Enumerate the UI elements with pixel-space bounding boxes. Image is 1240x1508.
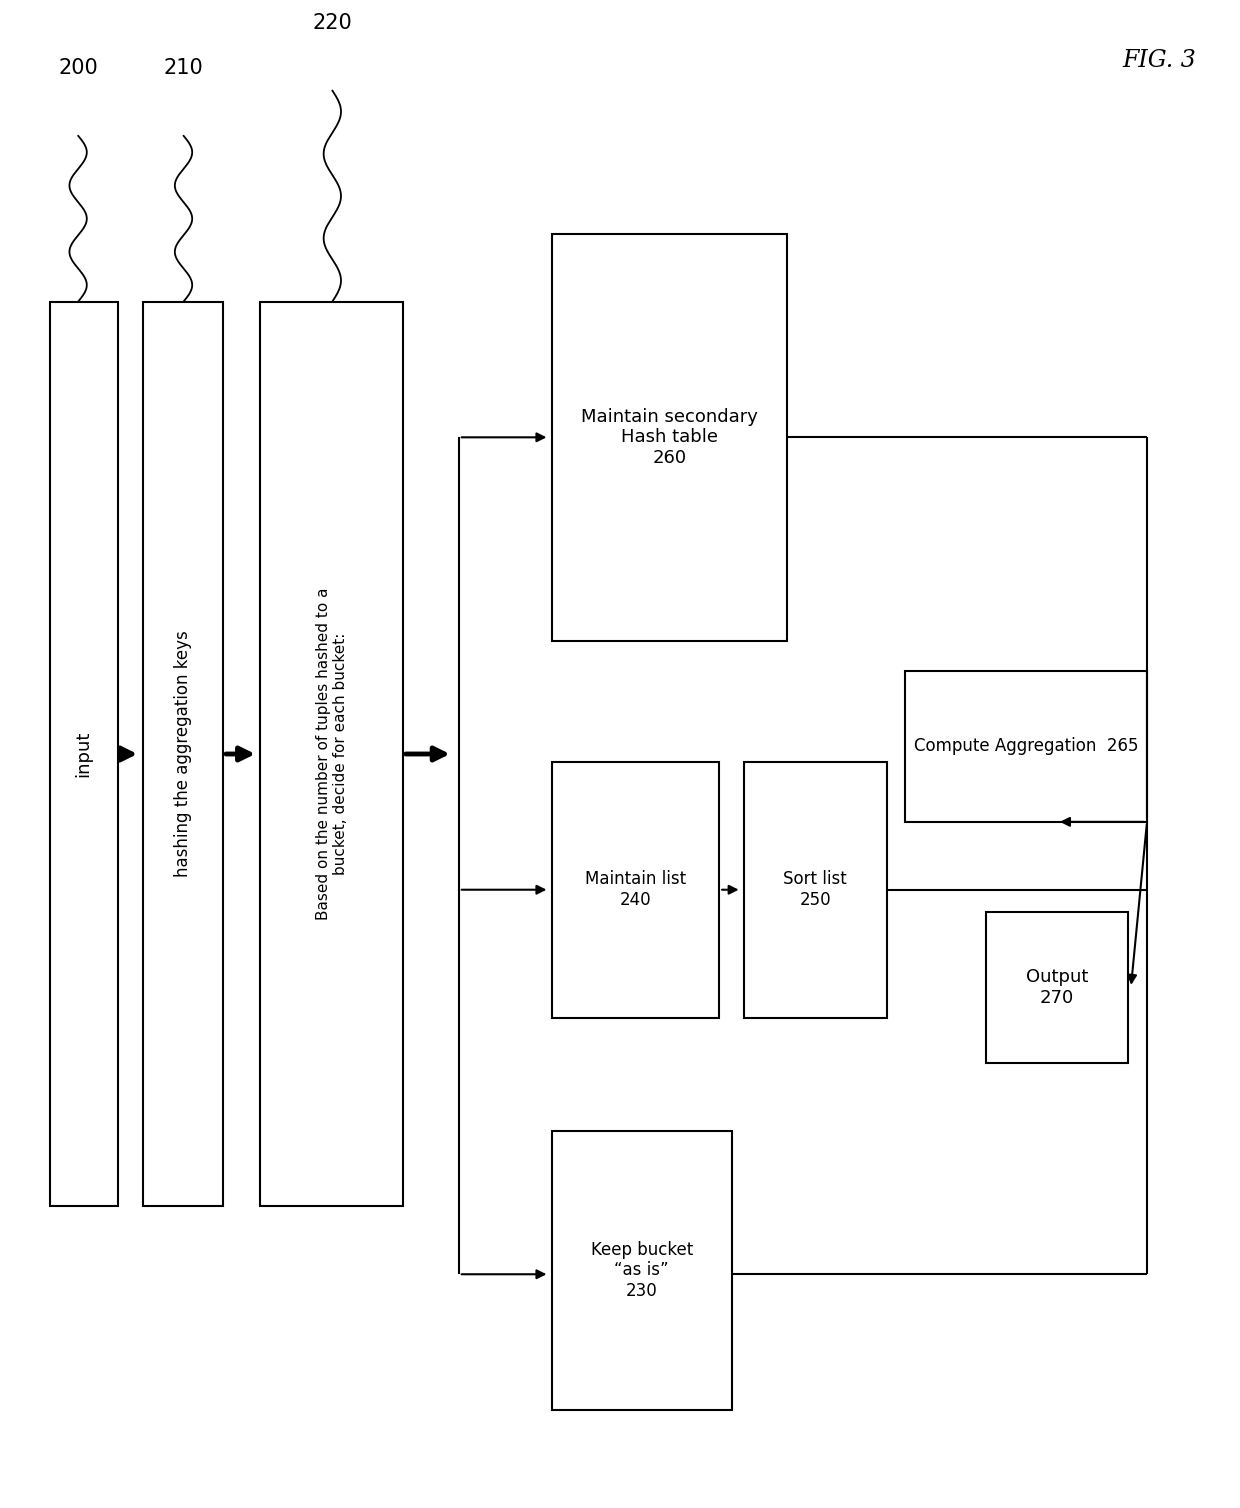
Text: Keep bucket
“as is”
230: Keep bucket “as is” 230 <box>590 1241 693 1300</box>
Bar <box>552 234 787 641</box>
Text: Maintain secondary
Hash table
260: Maintain secondary Hash table 260 <box>582 407 758 467</box>
Text: hashing the aggregation keys: hashing the aggregation keys <box>174 630 192 878</box>
Text: 200: 200 <box>58 59 98 78</box>
Text: 220: 220 <box>312 14 352 33</box>
Bar <box>143 302 223 1206</box>
Bar <box>50 302 118 1206</box>
Text: Output
270: Output 270 <box>1025 968 1089 1007</box>
Text: input: input <box>74 731 93 777</box>
Bar <box>552 1131 732 1410</box>
Text: Based on the number of tuples hashed to a
bucket, decide for each bucket:: Based on the number of tuples hashed to … <box>315 588 348 920</box>
Text: Sort list
250: Sort list 250 <box>784 870 847 909</box>
Bar <box>986 912 1128 1063</box>
Bar <box>905 671 1147 822</box>
Bar <box>744 762 887 1018</box>
Text: Compute Aggregation  265: Compute Aggregation 265 <box>914 737 1138 756</box>
Text: 210: 210 <box>164 59 203 78</box>
Text: FIG. 3: FIG. 3 <box>1122 48 1197 72</box>
Bar <box>552 762 719 1018</box>
Bar <box>260 302 403 1206</box>
Text: Maintain list
240: Maintain list 240 <box>585 870 686 909</box>
